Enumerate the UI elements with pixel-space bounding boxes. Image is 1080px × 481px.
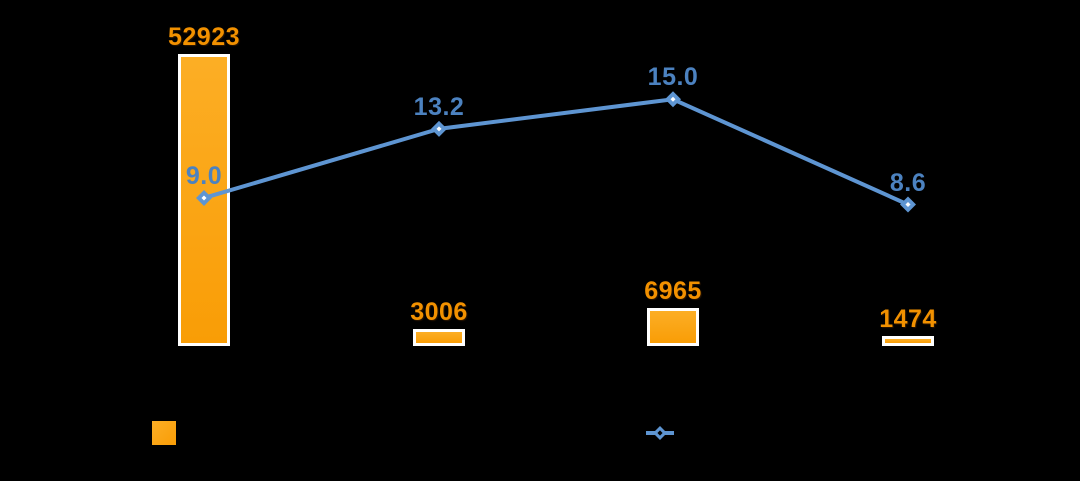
- line-point-center-dot: [905, 202, 911, 208]
- line-point-center-dot: [670, 96, 676, 102]
- bar: [178, 54, 230, 346]
- line-path: [203, 97, 909, 207]
- bar: [647, 308, 699, 346]
- bar: [882, 336, 934, 346]
- line-value-label: 13.2: [413, 93, 465, 121]
- bar-value-label: 6965: [644, 277, 702, 305]
- bar-value-label: 3006: [410, 298, 468, 326]
- line-value-label: 8.6: [889, 169, 927, 197]
- line-value-label: 9.0: [185, 162, 223, 190]
- bar: [413, 329, 465, 346]
- line-point-center-dot: [201, 195, 207, 201]
- bar-value-label: 1474: [879, 305, 937, 333]
- line-value-label: 15.0: [647, 63, 699, 91]
- line-point-center-dot: [436, 126, 442, 132]
- bar-value-label: 52923: [167, 23, 241, 51]
